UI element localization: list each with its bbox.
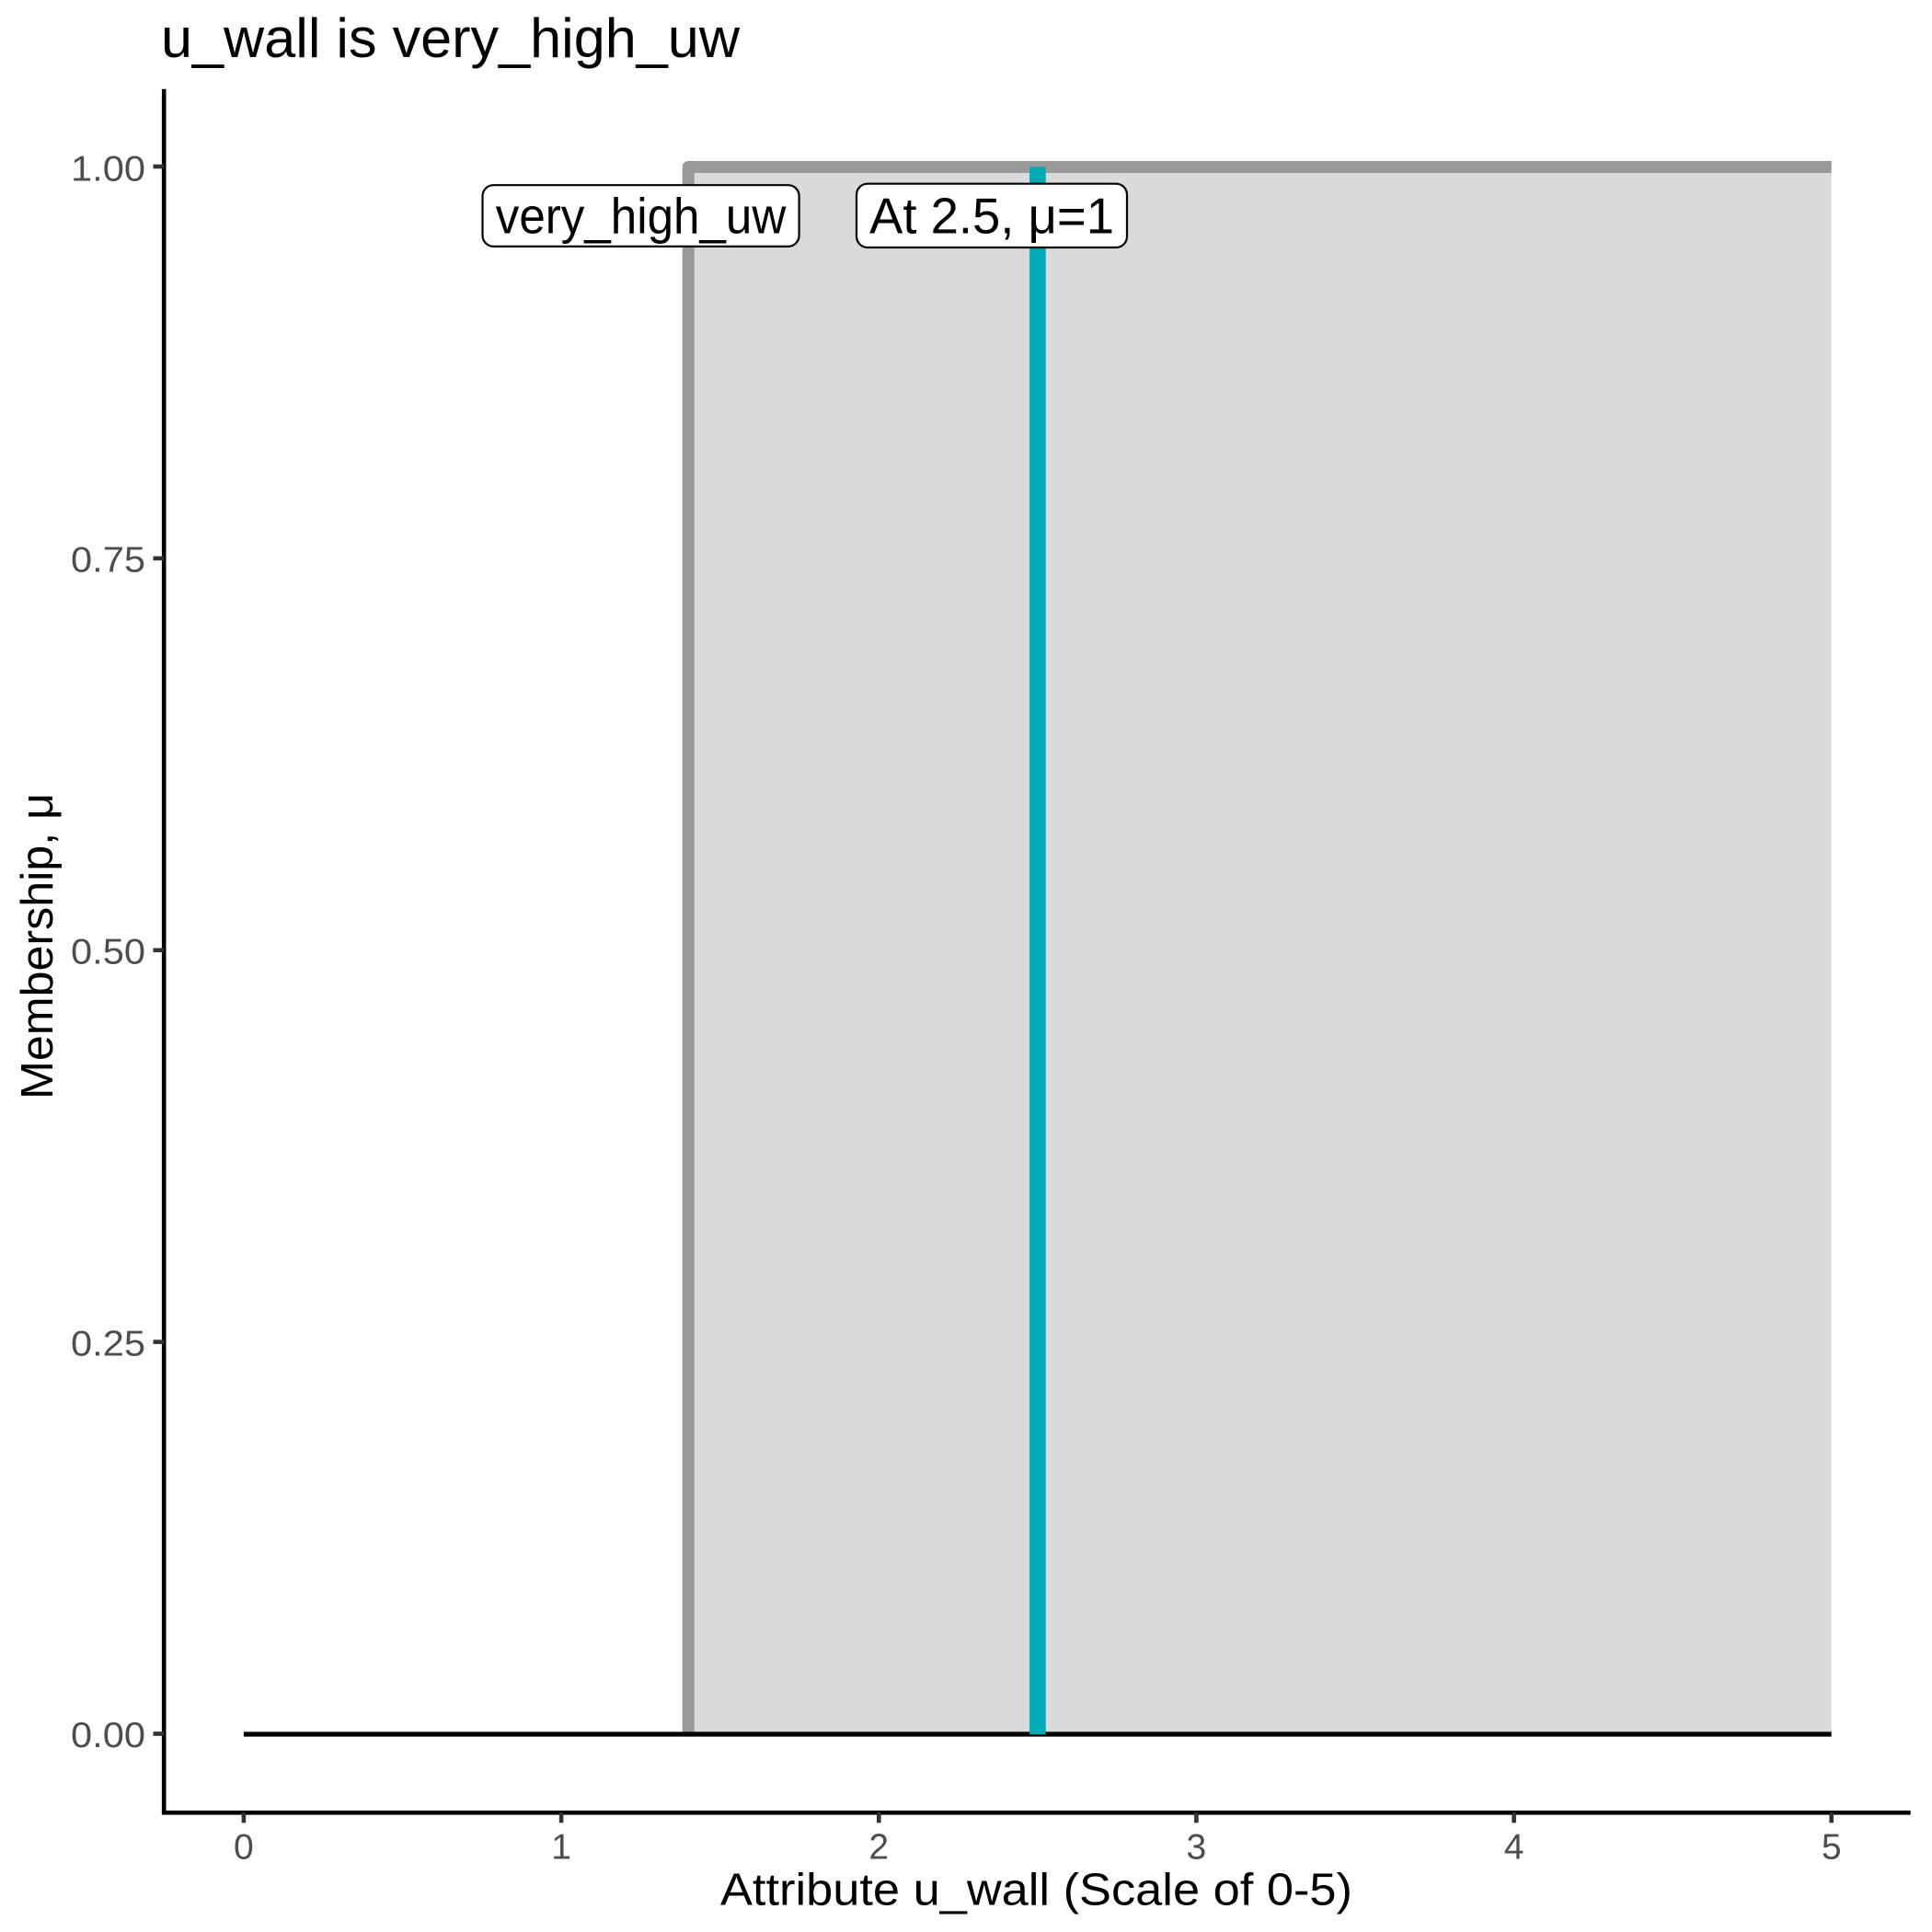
svg-text:0: 0: [234, 1828, 254, 1868]
svg-text:0.00: 0.00: [71, 1716, 145, 1755]
svg-text:1: 1: [551, 1828, 571, 1868]
svg-text:Membership, μ: Membership, μ: [12, 793, 63, 1099]
svg-text:very_high_uw: very_high_uw: [496, 188, 787, 245]
svg-text:3: 3: [1187, 1828, 1207, 1868]
svg-text:4: 4: [1504, 1828, 1524, 1868]
svg-text:0.75: 0.75: [71, 541, 145, 581]
svg-text:0.25: 0.25: [71, 1324, 145, 1363]
svg-text:u_wall is very_high_uw: u_wall is very_high_uw: [161, 7, 741, 69]
svg-text:1.00: 1.00: [71, 150, 145, 190]
svg-text:2: 2: [868, 1828, 889, 1868]
svg-text:Attribute u_wall (Scale of 0-5: Attribute u_wall (Scale of 0-5): [720, 1864, 1352, 1915]
svg-text:0.50: 0.50: [71, 933, 145, 972]
svg-text:5: 5: [1822, 1828, 1842, 1868]
svg-text:At 2.5, μ=1: At 2.5, μ=1: [869, 188, 1114, 245]
